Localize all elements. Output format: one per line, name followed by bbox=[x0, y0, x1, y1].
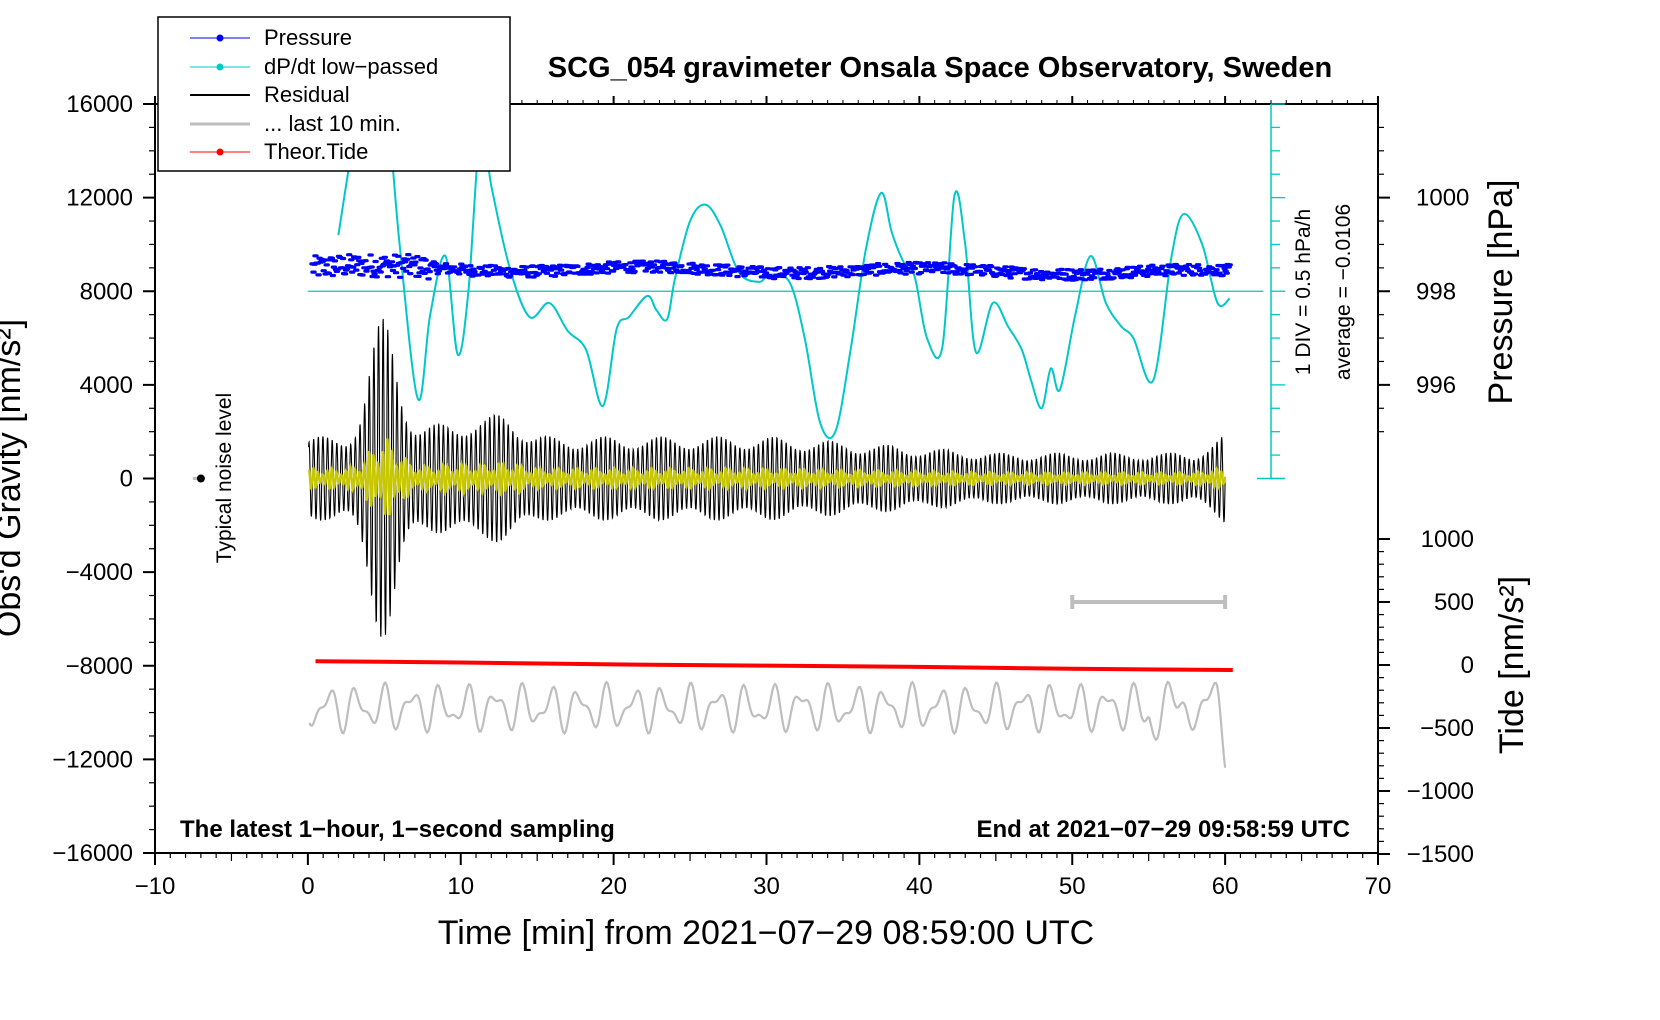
x-axis: −10 0 10 20 30 40 50 60 70 bbox=[135, 96, 1392, 900]
y-tick-label-2: −8000 bbox=[66, 653, 133, 680]
y-axis-pressure-title: Pressure [hPa] bbox=[1482, 180, 1520, 405]
y-tick-label-7: 12000 bbox=[66, 185, 133, 212]
tide-line bbox=[315, 659, 1233, 672]
legend-item-pressure: Pressure bbox=[190, 25, 352, 50]
x-tick-label-5: 40 bbox=[906, 873, 933, 900]
residual-filtered-line bbox=[307, 438, 1227, 516]
y-axis-tide-title: Tide [nm/s²] bbox=[1493, 576, 1531, 754]
y-tick-label-5: 4000 bbox=[80, 372, 133, 399]
y-tick-label-8: 16000 bbox=[66, 91, 133, 118]
x-tick-label-1: 0 bbox=[301, 873, 314, 900]
y-tick-label-1: −12000 bbox=[52, 746, 133, 773]
legend-label-pressure: Pressure bbox=[264, 25, 352, 50]
legend-label-tide: Theor.Tide bbox=[264, 139, 368, 164]
tide-tick-label-2: −500 bbox=[1420, 715, 1474, 742]
y-axis-pressure: 996 998 1000 bbox=[1378, 126, 1469, 433]
dpdt-scale-axis bbox=[1257, 103, 1285, 480]
series-dpdt bbox=[307, 104, 1264, 440]
series-pressure bbox=[309, 253, 1233, 282]
noise-level-label: Typical noise level bbox=[213, 393, 236, 563]
y-axis-tide: −1500 −1000 −500 0 500 1000 bbox=[1378, 526, 1474, 868]
x-tick-label-7: 60 bbox=[1212, 873, 1239, 900]
y-tick-label-6: 8000 bbox=[80, 278, 133, 305]
legend-item-dpdt: dP/dt low−passed bbox=[190, 54, 438, 79]
noise-level-dot bbox=[196, 474, 205, 483]
x-tick-label-4: 30 bbox=[753, 873, 780, 900]
tide-tick-label-4: 500 bbox=[1434, 589, 1474, 616]
pressure-tick-label-2: 1000 bbox=[1416, 185, 1469, 212]
y-tick-label-4: 0 bbox=[120, 466, 133, 493]
end-time-note: End at 2021−07−29 09:58:59 UTC bbox=[976, 816, 1350, 843]
tide-tick-label-5: 1000 bbox=[1421, 526, 1474, 553]
legend: Pressure dP/dt low−passed Residual ... l… bbox=[157, 16, 511, 172]
sampling-note: The latest 1−hour, 1−second sampling bbox=[180, 816, 615, 843]
y-axis-gravity: −16000 −12000 −8000 −4000 0 4000 8000 12000 1600… bbox=[52, 91, 155, 867]
chart-title: SCG_054 gravimeter Onsala Space Observat… bbox=[548, 52, 1332, 84]
dpdt-line bbox=[337, 104, 1231, 440]
last10-scale-bar bbox=[1070, 595, 1228, 609]
y-tick-label-3: −4000 bbox=[66, 559, 133, 586]
x-tick-label-6: 50 bbox=[1059, 873, 1086, 900]
pressure-tick-label-0: 996 bbox=[1416, 372, 1456, 399]
legend-dot-tide bbox=[216, 148, 224, 156]
noise-level-marker bbox=[192, 474, 205, 483]
series-tide bbox=[315, 659, 1233, 672]
legend-dot-dpdt bbox=[216, 63, 224, 71]
legend-item-tide: Theor.Tide bbox=[190, 139, 368, 164]
pressure-dots bbox=[309, 253, 1233, 282]
x-tick-label-3: 20 bbox=[600, 873, 627, 900]
series-last10 bbox=[308, 680, 1227, 768]
x-tick-label-0: −10 bbox=[135, 873, 176, 900]
last10-line bbox=[308, 680, 1227, 768]
legend-item-residual: Residual bbox=[190, 82, 350, 107]
y-tick-label-0: −16000 bbox=[52, 840, 133, 867]
legend-item-last10: ... last 10 min. bbox=[190, 111, 401, 136]
pressure-tick-label-1: 998 bbox=[1416, 278, 1456, 305]
y-axis-gravity-title: Obs'd Gravity [nm/s²] bbox=[0, 319, 28, 637]
legend-label-residual: Residual bbox=[264, 82, 350, 107]
tide-tick-label-1: −1000 bbox=[1407, 778, 1474, 805]
legend-label-dpdt: dP/dt low−passed bbox=[264, 54, 438, 79]
tide-tick-label-0: −1500 bbox=[1407, 841, 1474, 868]
dpdt-average-label: average = −0.0106 bbox=[1332, 204, 1355, 380]
legend-dot-pressure bbox=[216, 34, 224, 42]
tide-tick-label-3: 0 bbox=[1461, 652, 1474, 679]
series-residual-filtered bbox=[307, 438, 1227, 516]
dpdt-scale-label: 1 DIV = 0.5 hPa/h bbox=[1292, 209, 1315, 375]
x-axis-title: Time [min] from 2021−07−29 08:59:00 UTC bbox=[438, 914, 1094, 952]
x-tick-label-8: 70 bbox=[1365, 873, 1392, 900]
legend-label-last10: ... last 10 min. bbox=[264, 111, 401, 136]
x-tick-label-2: 10 bbox=[447, 873, 474, 900]
